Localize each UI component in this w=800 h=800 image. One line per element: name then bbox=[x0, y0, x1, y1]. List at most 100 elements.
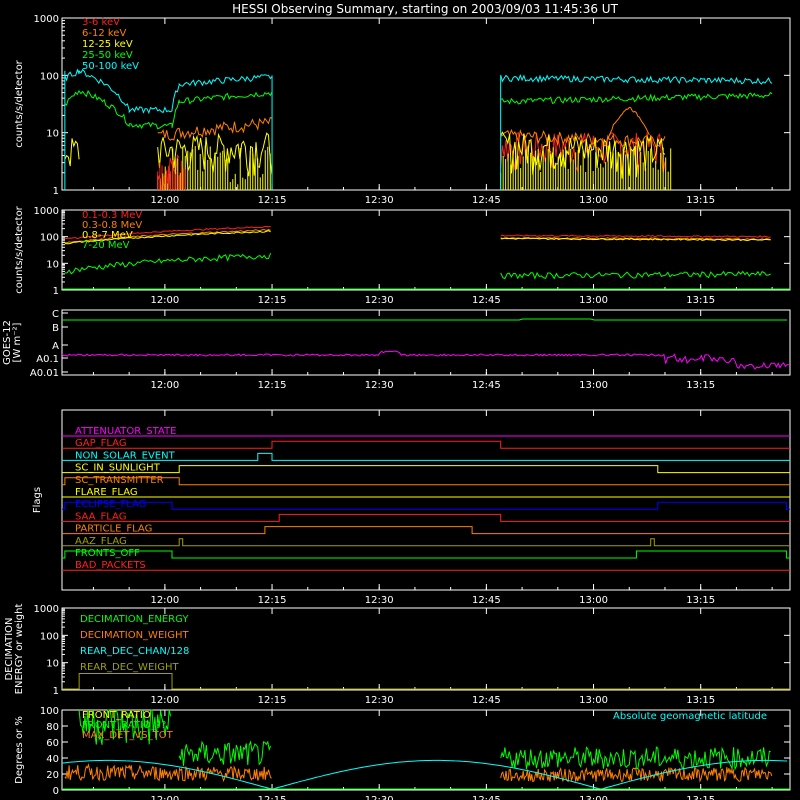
y-tick-label: 80 bbox=[46, 722, 59, 733]
y-axis-label: GOES-12 bbox=[2, 320, 13, 365]
x-tick-label: 12:15 bbox=[258, 795, 287, 800]
legend-entry: DECIMATION_WEIGHT bbox=[80, 630, 189, 641]
y-tick-label: 10 bbox=[46, 259, 59, 270]
flag-label: GAP_FLAG bbox=[75, 438, 127, 449]
y-tick-label: 1 bbox=[53, 186, 59, 197]
y-tick-label: B bbox=[52, 323, 59, 334]
x-tick-label: 12:00 bbox=[150, 795, 179, 800]
flag-line-GAP_FLAG bbox=[62, 440, 790, 449]
flag-label: FRONTS_OFF bbox=[75, 548, 140, 559]
panel-6: 12:00 12:15 12:30 12:45 13:00 13:15 0 20 40 60 80 1… bbox=[14, 706, 791, 800]
series-line-6-12 keV bbox=[500, 128, 666, 148]
flag-line-PARTICLE_FLAG bbox=[62, 526, 790, 535]
panel-3: 12:00 12:15 12:30 12:45 13:00 13:15 A0.01 A0.1 A… bbox=[2, 309, 791, 391]
x-tick-label: 13:15 bbox=[686, 295, 715, 306]
series-line-50-100 keV bbox=[64, 68, 273, 115]
x-tick-label: 12:45 bbox=[472, 595, 501, 606]
series-line-7-20 MeV bbox=[64, 253, 272, 275]
flag-label: BAD_PACKETS bbox=[75, 560, 146, 571]
front-ratio-line bbox=[78, 709, 172, 745]
series-line-0.8-7 MeV bbox=[500, 237, 771, 242]
y-tick-label: 100 bbox=[40, 71, 59, 82]
y-tick-label: 10 bbox=[46, 659, 59, 670]
y-tick-label: 1000 bbox=[34, 206, 59, 217]
panel-1: 12:00 12:15 12:30 12:45 13:00 13:15 1 10 100 1000… bbox=[14, 14, 791, 206]
x-tick-label: 13:15 bbox=[686, 380, 715, 391]
flag-line-SC_TRANSMITTER bbox=[62, 477, 790, 486]
legend-entry: 6-12 keV bbox=[82, 28, 126, 39]
x-tick-label: 12:00 bbox=[150, 295, 179, 306]
x-tick-label: 13:00 bbox=[579, 795, 608, 800]
y-tick-label: 0 bbox=[53, 786, 59, 797]
x-tick-label: 12:45 bbox=[472, 795, 501, 800]
panel-frame bbox=[61, 309, 791, 376]
series-line-0.3-0.8 MeV bbox=[64, 229, 271, 244]
max-det-line bbox=[500, 766, 773, 783]
legend-entry: MAX_DET_VS_TOT bbox=[82, 730, 174, 741]
y-axis-label: Flags bbox=[32, 487, 43, 513]
series-line-0.8-7 MeV bbox=[64, 230, 271, 245]
max-det-line bbox=[64, 762, 272, 783]
flag-line-NON_SOLAR_EVENT bbox=[62, 452, 790, 461]
panel-frame bbox=[61, 709, 791, 791]
x-tick-label: 12:30 bbox=[365, 595, 394, 606]
legend-entry: 25-50 keV bbox=[82, 50, 133, 61]
flag-label: NON_SOLAR_EVENT bbox=[75, 450, 176, 461]
x-tick-label: 12:30 bbox=[365, 380, 394, 391]
y-tick-label: 1000 bbox=[34, 604, 59, 615]
annotation: Absolute geomagnetic latitude bbox=[613, 711, 767, 722]
x-tick-label: 13:00 bbox=[579, 695, 608, 706]
x-tick-label: 12:00 bbox=[150, 595, 179, 606]
y-axis-label: counts/s/detector bbox=[14, 59, 25, 147]
x-tick-label: 13:00 bbox=[579, 195, 608, 206]
y-tick-label: 1 bbox=[53, 286, 59, 297]
x-tick-label: 12:45 bbox=[472, 695, 501, 706]
flag-line-ECLIPSE_FLAG bbox=[62, 501, 790, 510]
goes-short-line bbox=[61, 350, 789, 370]
flag-label: SC_TRANSMITTER bbox=[75, 475, 164, 486]
legend-entry: 0.1-0.3 MeV bbox=[82, 210, 142, 221]
x-tick-label: 12:30 bbox=[365, 795, 394, 800]
y-tick-label: 40 bbox=[46, 754, 59, 765]
legend-entry: FRONT_RATIO_?? bbox=[82, 720, 166, 731]
y-axis-label: counts/s/detector bbox=[14, 205, 25, 293]
y-tick-label: 1 bbox=[53, 686, 59, 697]
rear-dec-weight-line bbox=[62, 673, 790, 690]
legend-entry: FRONT_RATIO bbox=[82, 710, 151, 721]
y-tick-label: 100 bbox=[40, 706, 59, 717]
y-axis-label: DECIMATION bbox=[4, 617, 15, 680]
panel-frame bbox=[61, 607, 791, 691]
legend-entry: 3-6 keV bbox=[82, 17, 120, 28]
geomagnetic-latitude-line bbox=[61, 759, 788, 790]
series-line-12-25 keV bbox=[64, 138, 80, 167]
y-tick-label: A bbox=[52, 341, 59, 352]
front-ratio-line bbox=[178, 740, 272, 766]
y-tick-label: 1000 bbox=[34, 14, 59, 25]
series-line-0.1-0.3 MeV bbox=[500, 234, 771, 238]
panel-frame bbox=[61, 409, 791, 591]
panel-5: 12:00 12:15 12:30 12:45 13:00 13:15 1 10 100 1000… bbox=[4, 604, 791, 706]
flag-line-SAA_FLAG bbox=[62, 513, 790, 522]
goes-long-line bbox=[62, 318, 788, 321]
panel-2: 12:00 12:15 12:30 12:45 13:00 13:15 1 10 100 1000… bbox=[14, 205, 791, 306]
legend-entry: 12-25 keV bbox=[82, 39, 133, 50]
x-tick-label: 12:30 bbox=[365, 195, 394, 206]
flag-line-FRONTS_OFF bbox=[62, 550, 790, 559]
y-tick-label: C bbox=[52, 309, 59, 320]
legend-entry: 50-100 keV bbox=[82, 61, 139, 72]
series-line-0.1-0.3 MeV bbox=[64, 225, 271, 240]
panel-frame bbox=[61, 17, 791, 191]
series-line-6-12 keV bbox=[157, 116, 273, 141]
y-tick-label: 60 bbox=[46, 738, 59, 749]
y-tick-label: A0.01 bbox=[30, 368, 59, 379]
y-axis-label: ENERGY or weight bbox=[14, 604, 25, 695]
flag-label: ECLIPSE_FLAG bbox=[75, 499, 146, 510]
y-tick-label: 10 bbox=[46, 129, 59, 140]
front-ratio-line bbox=[500, 746, 771, 771]
x-tick-label: 12:00 bbox=[150, 380, 179, 391]
flag-label: ATTENUATOR_STATE bbox=[75, 426, 176, 437]
flag-line-AAZ_FLAG bbox=[62, 538, 790, 547]
x-tick-label: 12:30 bbox=[365, 695, 394, 706]
flag-label: AAZ_FLAG bbox=[75, 536, 127, 547]
x-tick-label: 13:15 bbox=[686, 795, 715, 800]
